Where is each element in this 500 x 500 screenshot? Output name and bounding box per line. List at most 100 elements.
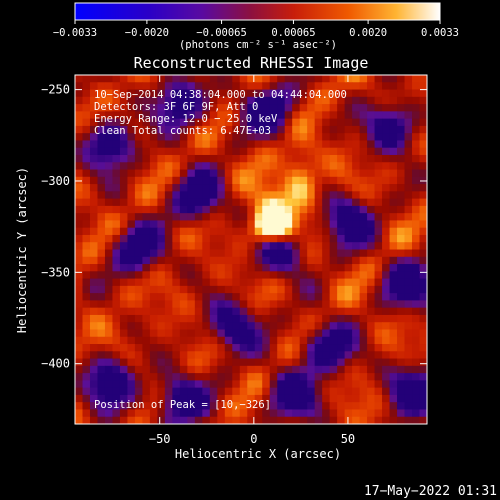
heatmap-cell xyxy=(127,184,136,192)
heatmap-cell xyxy=(329,249,338,258)
heatmap-cell xyxy=(157,271,166,279)
heatmap-cell xyxy=(232,133,241,141)
heatmap-cell xyxy=(389,213,398,221)
heatmap-cell xyxy=(397,365,405,374)
heatmap-cell xyxy=(262,329,271,338)
heatmap-cell xyxy=(232,89,241,98)
heatmap-cell xyxy=(157,205,166,214)
heatmap-cell xyxy=(82,147,91,156)
heatmap-cell xyxy=(374,184,383,192)
heatmap-cell xyxy=(164,285,173,294)
heatmap-cell xyxy=(187,329,196,338)
heatmap-cell xyxy=(97,322,106,330)
heatmap-cell xyxy=(157,227,166,236)
heatmap-cell xyxy=(224,402,233,410)
heatmap-cell xyxy=(284,358,293,367)
heatmap-cell xyxy=(329,147,338,156)
heatmap-cell xyxy=(149,416,158,424)
heatmap-cell xyxy=(239,322,248,330)
heatmap-cell xyxy=(269,154,278,163)
heatmap-cell xyxy=(209,176,218,185)
heatmap-cell xyxy=(374,380,383,389)
heatmap-cell xyxy=(247,278,256,287)
heatmap-cell xyxy=(359,133,368,141)
heatmap-cell xyxy=(172,191,181,199)
heatmap-cell xyxy=(247,380,256,389)
heatmap-cell xyxy=(104,314,113,323)
heatmap-cell xyxy=(149,329,158,338)
heatmap-cell xyxy=(217,227,226,236)
heatmap-cell xyxy=(202,351,211,359)
heatmap-cell xyxy=(89,249,98,258)
heatmap-cell xyxy=(202,205,211,214)
heatmap-cell xyxy=(382,133,390,141)
heatmap-cell xyxy=(254,205,263,214)
heatmap-cell xyxy=(194,82,203,90)
heatmap-cell xyxy=(397,184,405,192)
heatmap-cell xyxy=(164,336,173,345)
heatmap-cell xyxy=(382,125,390,134)
heatmap-cell xyxy=(134,329,143,338)
heatmap-cell xyxy=(329,191,338,199)
y-axis-label: Heliocentric Y (arcsec) xyxy=(15,167,29,333)
heatmap-cell xyxy=(359,125,368,134)
heatmap-cell xyxy=(112,191,121,199)
heatmap-cell xyxy=(397,96,405,105)
heatmap-cell xyxy=(149,344,158,352)
heatmap-cell xyxy=(209,307,218,316)
heatmap-cell xyxy=(404,307,413,316)
heatmap-cell xyxy=(352,75,360,83)
heatmap-cell xyxy=(299,198,308,207)
heatmap-cell xyxy=(247,176,256,185)
heatmap-cell xyxy=(149,169,158,178)
heatmap-cell xyxy=(337,365,346,374)
heatmap-cell xyxy=(254,394,263,403)
heatmap-cell xyxy=(75,154,83,163)
heatmap-cell xyxy=(374,205,383,214)
heatmap-cell xyxy=(269,111,278,120)
heatmap-cell xyxy=(359,329,368,338)
heatmap-cell xyxy=(157,169,166,178)
heatmap-cell xyxy=(179,234,188,243)
heatmap-cell xyxy=(367,75,375,83)
heatmap-cell xyxy=(127,220,136,229)
heatmap-cell xyxy=(112,147,121,156)
heatmap-cell xyxy=(412,242,420,250)
heatmap-cell xyxy=(299,322,308,330)
heatmap-cell xyxy=(232,249,241,258)
heatmap-cell xyxy=(307,118,316,127)
heatmap-cell xyxy=(82,394,91,403)
heatmap-cell xyxy=(224,125,233,134)
heatmap-cell xyxy=(284,75,293,83)
heatmap-cell xyxy=(179,176,188,185)
heatmap-cell xyxy=(142,264,151,272)
heatmap-cell xyxy=(307,351,316,359)
heatmap-cell xyxy=(127,380,136,389)
heatmap-cell xyxy=(374,416,383,424)
heatmap-cell xyxy=(217,75,226,83)
heatmap-cell xyxy=(82,285,91,294)
heatmap-cell xyxy=(269,162,278,170)
heatmap-cell xyxy=(194,314,203,323)
heatmap-cell xyxy=(202,162,211,170)
heatmap-cell xyxy=(134,205,143,214)
heatmap-cell xyxy=(119,387,128,396)
heatmap-cell xyxy=(344,264,353,272)
x-axis-label: Heliocentric X (arcsec) xyxy=(175,447,341,461)
heatmap-cell xyxy=(202,242,211,250)
heatmap-cell xyxy=(164,227,173,236)
heatmap-cell xyxy=(314,191,323,199)
heatmap-cell xyxy=(232,344,241,352)
heatmap-cell xyxy=(89,336,98,345)
heatmap-cell xyxy=(277,409,286,418)
heatmap-cell xyxy=(299,293,308,301)
heatmap-cell xyxy=(382,162,390,170)
heatmap-cell xyxy=(329,373,338,381)
heatmap-cell xyxy=(329,344,338,352)
heatmap-cell xyxy=(75,271,83,279)
heatmap-cell xyxy=(389,162,398,170)
heatmap-cell xyxy=(217,307,226,316)
heatmap-cell xyxy=(82,205,91,214)
heatmap-cell xyxy=(367,96,375,105)
heatmap-cell xyxy=(187,278,196,287)
